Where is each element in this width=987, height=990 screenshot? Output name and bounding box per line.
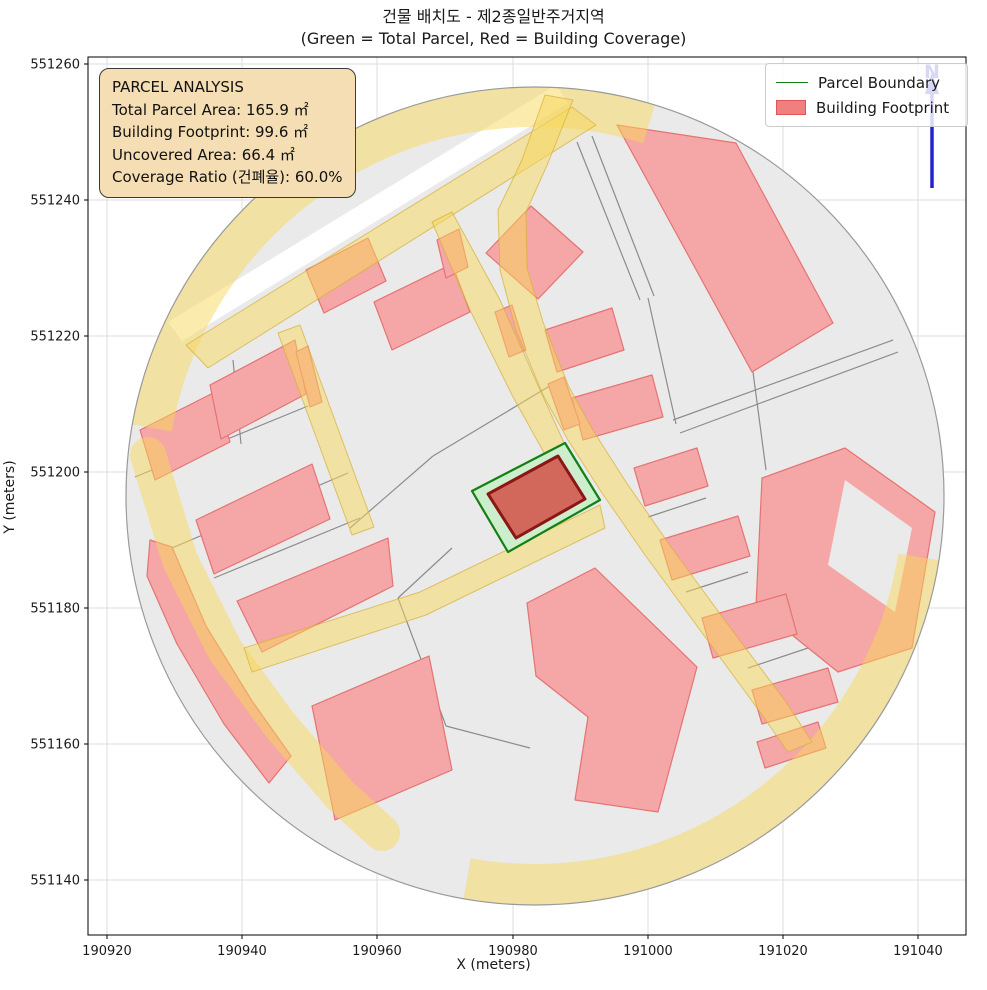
parcel-boundary-line xyxy=(679,351,899,434)
y-tick-label: 551260 xyxy=(30,58,80,73)
road-polygon xyxy=(277,324,375,536)
parcel-boundary-line xyxy=(397,547,453,599)
building-footprint-polygon xyxy=(373,263,471,351)
y-axis-label: Y (meters) xyxy=(2,460,18,534)
rim-road-band xyxy=(463,553,940,905)
building-courtyard-notch xyxy=(828,480,912,612)
figure-title: 건물 배치도 - 제2종일반주거지역 (Green = Total Parcel… xyxy=(0,6,987,50)
annotation-uncovered: Uncovered Area: 66.4 ㎡ xyxy=(112,145,295,164)
parcel-boundary-line xyxy=(576,141,641,301)
parcel-boundary-line xyxy=(445,725,531,749)
legend: Parcel Boundary Building Footprint xyxy=(765,63,968,127)
x-tick-label: 191040 xyxy=(893,944,943,959)
red-patch-swatch-icon xyxy=(776,100,806,115)
building-footprint-polygon xyxy=(633,447,709,507)
road-band xyxy=(130,437,400,851)
x-tick-label: 190980 xyxy=(488,944,538,959)
title-line-2: (Green = Total Parcel, Red = Building Co… xyxy=(300,29,687,48)
target-building-footprint xyxy=(486,454,587,540)
parcel-boundary-line xyxy=(213,517,361,579)
road-polygon xyxy=(497,94,813,753)
parcel-boundary-line xyxy=(647,497,707,518)
y-tick-label: 551240 xyxy=(30,194,80,209)
annotation-total-area: Total Parcel Area: 165.9 ㎡ xyxy=(112,100,309,119)
legend-label: Building Footprint xyxy=(816,98,950,117)
legend-label: Parcel Boundary xyxy=(818,73,941,92)
x-tick-label: 190960 xyxy=(352,944,402,959)
legend-item-building-footprint: Building Footprint xyxy=(776,99,967,117)
x-tick-label: 190940 xyxy=(217,944,267,959)
road-polygon xyxy=(185,106,597,369)
x-tick-label: 191000 xyxy=(623,944,673,959)
green-line-swatch-icon xyxy=(776,82,808,83)
y-tick-label: 551200 xyxy=(30,466,80,481)
y-tick-label: 551160 xyxy=(30,738,80,753)
y-tick-label: 551140 xyxy=(30,874,80,889)
unzoned-strip xyxy=(168,87,568,341)
annotation-coverage: Coverage Ratio (건폐율): 60.0% xyxy=(112,168,343,186)
x-tick-label: 190920 xyxy=(82,944,132,959)
y-tick-label: 551180 xyxy=(30,602,80,617)
parcel-analysis-annotation: PARCEL ANALYSIS Total Parcel Area: 165.9… xyxy=(99,68,356,198)
parcel-boundary-line xyxy=(672,339,894,421)
parcel-boundary-line xyxy=(647,297,677,425)
x-axis-label: X (meters) xyxy=(456,957,531,973)
annotation-heading: PARCEL ANALYSIS xyxy=(112,78,244,96)
map-layers xyxy=(126,87,944,905)
legend-item-parcel-boundary: Parcel Boundary xyxy=(776,74,967,92)
parcel-boundary-line xyxy=(752,371,767,471)
map-clip-outline xyxy=(125,86,945,906)
y-tick-label: 551220 xyxy=(30,330,80,345)
parcel-boundary-line xyxy=(591,135,655,297)
x-tick-label: 191020 xyxy=(758,944,808,959)
building-footprint-polygon xyxy=(195,463,331,575)
annotation-footprint: Building Footprint: 99.6 ㎡ xyxy=(112,123,309,141)
building-footprint-polygon xyxy=(526,567,698,813)
building-footprint-polygon xyxy=(616,124,834,373)
title-line-1: 건물 배치도 - 제2종일반주거지역 xyxy=(382,7,605,26)
axes-spines xyxy=(87,56,967,936)
building-footprint-polygon xyxy=(236,537,394,653)
